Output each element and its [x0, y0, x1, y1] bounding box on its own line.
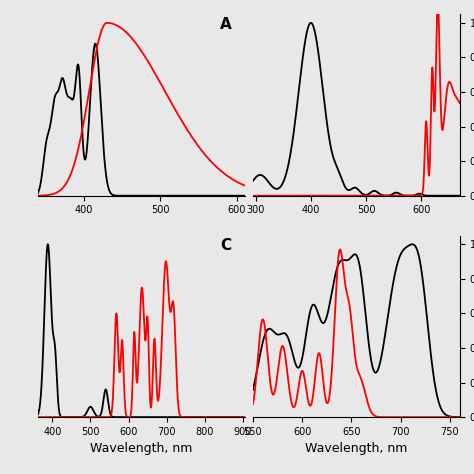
X-axis label: Wavelength, nm: Wavelength, nm — [90, 442, 192, 456]
X-axis label: Wavelength, nm: Wavelength, nm — [305, 442, 408, 456]
Text: A: A — [220, 17, 232, 32]
Text: C: C — [220, 238, 231, 253]
